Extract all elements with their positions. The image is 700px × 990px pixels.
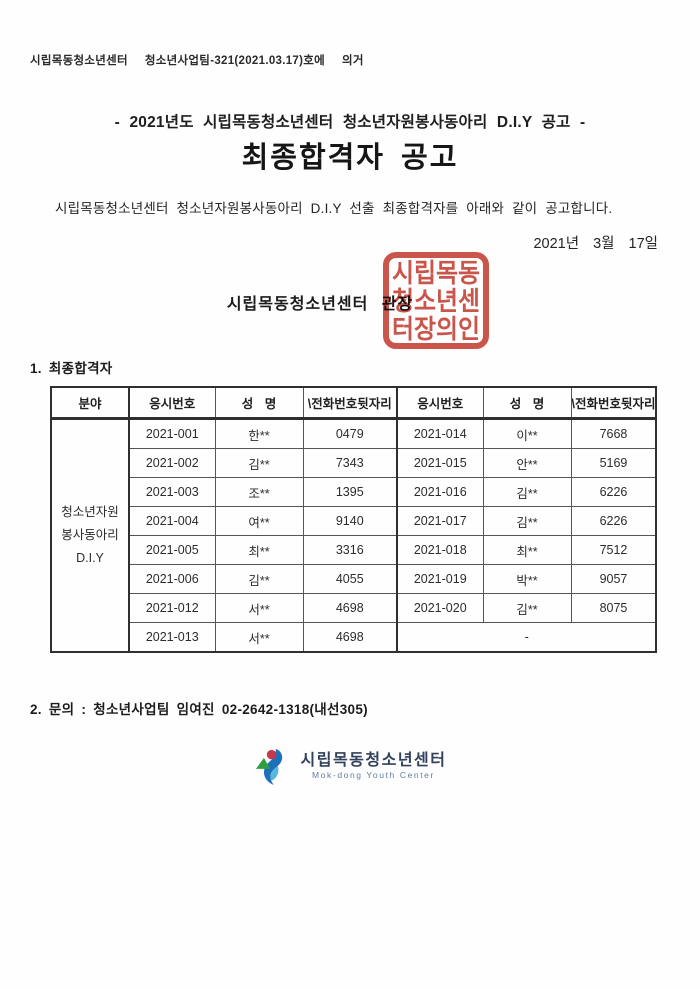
footer-logo: 시립목동청소년센터 Mok-dong Youth Center: [0, 745, 700, 787]
table-cell: 9057: [570, 564, 657, 594]
table-header-row: 분야 응시번호 성 명 \전화번호뒷자리 응시번호 성 명 \전화번호뒷자리: [50, 386, 657, 420]
table-cell: 2021-014: [396, 418, 484, 449]
table-header-cell: \전화번호뒷자리: [302, 386, 398, 420]
table-cell: 4698: [302, 593, 398, 623]
table-row: 2021-003 조** 1395 2021-016 김** 6226: [51, 477, 657, 507]
table-cell: 3316: [302, 535, 398, 565]
table-cell: 6226: [570, 477, 657, 507]
table-cell: 김**: [214, 448, 304, 478]
table-cell: 박**: [482, 564, 572, 594]
table-cell: 최**: [214, 535, 304, 565]
table-row: 2021-006 김** 4055 2021-019 박** 9057: [51, 564, 657, 594]
table-cell: 7343: [302, 448, 398, 478]
table-cell: 5169: [570, 448, 657, 478]
table-header-cell: \전화번호뒷자리: [570, 386, 657, 420]
table-row: 2021-013 서** 4698-: [51, 622, 657, 653]
table-cell: 최**: [482, 535, 572, 565]
announcement-subtitle: - 2021년도 시립목동청소년센터 청소년자원봉사동아리 D.I.Y 공고 -: [114, 114, 586, 131]
table-cell: 2021-018: [396, 535, 484, 565]
table-cell: 2021-015: [396, 448, 484, 478]
table-cell: 4698: [302, 622, 398, 653]
table-cell: 이**: [482, 418, 572, 449]
table-cell: 2021-017: [396, 506, 484, 536]
table-cell: 안**: [482, 448, 572, 478]
table-cell: 6226: [570, 506, 657, 536]
table-row: 2021-004 여** 9140 2021-017 김** 6226: [51, 506, 657, 536]
date-line: 2021년 3월 17일: [533, 236, 658, 252]
seal-script-row: 청소년센: [392, 287, 480, 316]
table-cell: 2021-012: [128, 593, 216, 623]
section-1-heading: 1. 최종합격자: [30, 361, 113, 376]
results-table: 분야 응시번호 성 명 \전화번호뒷자리 응시번호 성 명 \전화번호뒷자리 청소년자원 봉사…: [50, 386, 658, 653]
table-cell: 7668: [570, 418, 657, 449]
center-name-korean: 시립목동청소년센터: [300, 751, 447, 769]
table-header-cell: 분야: [50, 386, 130, 420]
table-cell: 2021-004: [128, 506, 216, 536]
table-cell: 김**: [214, 564, 304, 594]
table-row: 2021-012 서** 4698 2021-020 김** 8075: [51, 593, 657, 623]
center-logo-icon: [255, 748, 282, 785]
table-cell: 김**: [482, 506, 572, 536]
table-cell: 9140: [302, 506, 398, 536]
category-line: 봉사동아리: [61, 527, 119, 542]
signer-name: 시립목동청소년센터 관장: [226, 296, 414, 313]
table-cell: 2021-006: [128, 564, 216, 594]
page-title: 최종합격자 공고: [241, 142, 459, 174]
table-cell: 2021-020: [396, 593, 484, 623]
table-cell: 7512: [570, 535, 657, 565]
table-row: 2021-002 김** 7343 2021-015 안** 5169: [51, 448, 657, 478]
table-header-cell: 응시번호: [128, 386, 216, 420]
table-cell: 2021-003: [128, 477, 216, 507]
table-cell: 2021-001: [128, 418, 216, 449]
reference-line: 시립목동청소년센터 청소년사업팀-321(2021.03.17)호에 의거: [30, 55, 364, 67]
table-cell: 2021-019: [396, 564, 484, 594]
table-cell: 김**: [482, 593, 572, 623]
table-row: 2021-005 최** 3316 2021-018 최** 7512: [51, 535, 657, 565]
category-line: D.I.Y: [76, 551, 104, 566]
table-cell: 여**: [214, 506, 304, 536]
table-cell: 8075: [570, 593, 657, 623]
table-cell: 김**: [482, 477, 572, 507]
table-header-cell: 성 명: [214, 386, 304, 420]
table-cell: 조**: [214, 477, 304, 507]
table-cell: 1395: [302, 477, 398, 507]
seal-script-row: 시립목동: [392, 259, 480, 288]
table-header-cell: 응시번호: [396, 386, 484, 420]
section-2-heading: 2. 문의 : 청소년사업팀 임여진 02-2642-1318(내선305): [30, 702, 368, 717]
table-cell: 서**: [214, 622, 304, 653]
table-cell: 4055: [302, 564, 398, 594]
seal-script-row: 터장의인: [392, 315, 480, 344]
table-cell: -: [396, 622, 657, 653]
table-cell: 2021-016: [396, 477, 484, 507]
announcement-body: 시립목동청소년센터 청소년자원봉사동아리 D.I.Y 선출 최종합격자를 아래와…: [55, 201, 613, 216]
table-cell: 2021-013: [128, 622, 216, 653]
table-header-cell: 성 명: [482, 386, 572, 420]
center-name-english: Mok-dong Youth Center: [312, 770, 435, 781]
category-line: 청소년자원: [61, 504, 119, 519]
table-cell: 2021-005: [128, 535, 216, 565]
center-logo-text: 시립목동청소년센터 Mok-dong Youth Center: [301, 752, 447, 781]
table-cell: 2021-002: [128, 448, 216, 478]
table-cell: 서**: [214, 593, 304, 623]
table-cell: 0479: [302, 418, 398, 449]
table-cell: 한**: [214, 418, 304, 449]
